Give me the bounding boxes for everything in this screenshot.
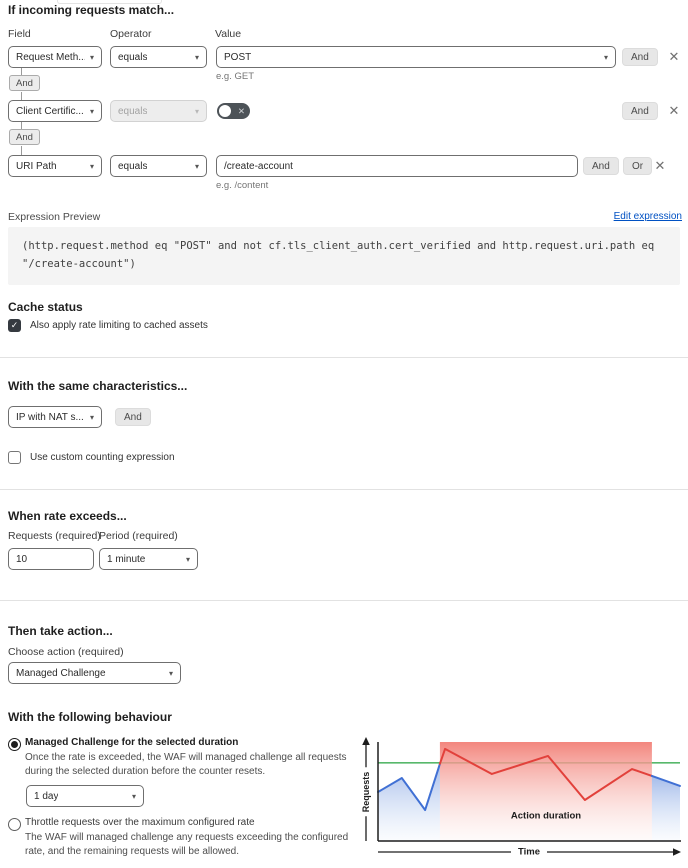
action-select[interactable]: Managed Challenge ▾ bbox=[8, 662, 181, 684]
action-select-value: Managed Challenge bbox=[16, 667, 106, 679]
connector-line bbox=[21, 122, 22, 129]
cached-assets-checkbox-label[interactable]: Also apply rate limiting to cached asset… bbox=[30, 320, 208, 331]
value-combobox-row1-value: POST bbox=[224, 51, 252, 63]
behaviour-throttle-description: The WAF will managed challenge any reque… bbox=[25, 832, 349, 857]
column-label-value: Value bbox=[215, 28, 242, 40]
remove-row1-button[interactable]: ✕ bbox=[668, 49, 680, 64]
chevron-down-icon: ▾ bbox=[194, 52, 199, 62]
operator-select-row2-value: equals bbox=[118, 105, 148, 117]
edit-expression-link[interactable]: Edit expression bbox=[613, 211, 682, 222]
and-connector-chip-2[interactable]: And bbox=[9, 129, 40, 145]
connector-line bbox=[21, 92, 22, 100]
chevron-down-icon: ▾ bbox=[603, 52, 608, 62]
period-select[interactable]: 1 minute ▾ bbox=[99, 548, 198, 570]
field-select-row3[interactable]: URI Path ▾ bbox=[8, 155, 102, 177]
field-select-row1[interactable]: Request Meth... ▾ bbox=[8, 46, 102, 68]
period-label: Period (required) bbox=[99, 530, 178, 542]
behaviour-duration-label[interactable]: Managed Challenge for the selected durat… bbox=[25, 737, 239, 748]
behaviour-chart: Requests Time Action duration bbox=[355, 735, 685, 865]
behaviour-throttle-label[interactable]: Throttle requests over the maximum confi… bbox=[25, 817, 255, 828]
section-title-cache: Cache status bbox=[8, 300, 83, 314]
period-select-value: 1 minute bbox=[107, 553, 146, 565]
chevron-down-icon: ▾ bbox=[89, 161, 94, 171]
field-select-row1-value: Request Meth... bbox=[16, 51, 85, 63]
choose-action-label: Choose action (required) bbox=[8, 646, 124, 658]
divider bbox=[0, 600, 688, 601]
section-title-match: If incoming requests match... bbox=[8, 3, 175, 17]
value-combobox-row1[interactable]: POST ▾ bbox=[216, 46, 616, 68]
custom-counting-checkbox[interactable] bbox=[8, 451, 21, 464]
value-helper-row1: e.g. GET bbox=[216, 71, 255, 82]
chevron-down-icon: ▾ bbox=[89, 106, 94, 116]
custom-counting-checkbox-label[interactable]: Use custom counting expression bbox=[30, 452, 175, 463]
operator-select-row2: equals ▾ bbox=[110, 100, 207, 122]
and-button-row2[interactable]: And bbox=[622, 102, 658, 120]
operator-select-row1[interactable]: equals ▾ bbox=[110, 46, 207, 68]
section-title-behaviour: With the following behaviour bbox=[8, 710, 172, 724]
chevron-down-icon: ▾ bbox=[89, 52, 94, 62]
operator-select-row3-value: equals bbox=[118, 160, 148, 172]
chart-x-axis-label: Time bbox=[510, 846, 548, 858]
duration-select-value: 1 day bbox=[34, 790, 59, 802]
section-title-action: Then take action... bbox=[8, 624, 113, 638]
expression-code-block: (http.request.method eq "POST" and not c… bbox=[8, 227, 680, 285]
characteristic-select-value: IP with NAT s... bbox=[16, 411, 84, 423]
divider bbox=[0, 357, 688, 358]
divider bbox=[0, 489, 688, 490]
value-toggle-row2[interactable]: ✕ bbox=[217, 103, 250, 119]
chevron-down-icon: ▾ bbox=[89, 412, 94, 422]
toggle-off-x-icon: ✕ bbox=[237, 106, 245, 116]
chevron-down-icon: ▾ bbox=[131, 791, 136, 801]
chevron-down-icon: ▾ bbox=[194, 106, 199, 116]
column-label-field: Field bbox=[8, 28, 31, 40]
and-button-row3[interactable]: And bbox=[583, 157, 619, 175]
behaviour-radio-duration[interactable] bbox=[8, 738, 21, 751]
or-button-row3[interactable]: Or bbox=[623, 157, 653, 175]
connector-line bbox=[21, 68, 22, 75]
section-title-characteristics: With the same characteristics... bbox=[8, 379, 188, 393]
operator-select-row3[interactable]: equals ▾ bbox=[110, 155, 207, 177]
chevron-down-icon: ▾ bbox=[185, 554, 190, 564]
value-helper-row3: e.g. /content bbox=[216, 180, 269, 191]
connector-line bbox=[21, 146, 22, 155]
chevron-down-icon: ▾ bbox=[168, 668, 173, 678]
check-icon: ✓ bbox=[10, 320, 19, 330]
and-button-row1[interactable]: And bbox=[622, 48, 658, 66]
value-input-row3[interactable] bbox=[216, 155, 578, 177]
cached-assets-checkbox[interactable]: ✓ bbox=[8, 319, 21, 332]
field-select-row2[interactable]: Client Certific... ▾ bbox=[8, 100, 102, 122]
remove-row2-button[interactable]: ✕ bbox=[668, 103, 680, 118]
characteristic-select[interactable]: IP with NAT s... ▾ bbox=[8, 406, 102, 428]
requests-label: Requests (required) bbox=[8, 530, 101, 542]
and-connector-chip-1[interactable]: And bbox=[9, 75, 40, 91]
field-select-row2-value: Client Certific... bbox=[16, 105, 84, 117]
behaviour-duration-description: Once the rate is exceeded, the WAF will … bbox=[25, 752, 347, 777]
chart-action-duration-label: Action duration bbox=[510, 810, 582, 822]
behaviour-chart-svg bbox=[362, 737, 681, 856]
operator-select-row1-value: equals bbox=[118, 51, 148, 63]
field-select-row3-value: URI Path bbox=[16, 160, 57, 172]
behaviour-radio-throttle[interactable] bbox=[8, 818, 21, 831]
column-label-operator: Operator bbox=[110, 28, 152, 40]
characteristic-and-button[interactable]: And bbox=[115, 408, 151, 426]
toggle-knob bbox=[219, 105, 231, 117]
remove-row3-button[interactable]: ✕ bbox=[654, 158, 666, 173]
requests-input[interactable] bbox=[8, 548, 94, 570]
chevron-down-icon: ▾ bbox=[194, 161, 199, 171]
chart-y-axis-label: Requests bbox=[359, 767, 373, 817]
expression-preview-label: Expression Preview bbox=[8, 211, 101, 223]
section-title-rate: When rate exceeds... bbox=[8, 509, 127, 523]
cropped-popover-edge bbox=[57, 0, 162, 4]
duration-select[interactable]: 1 day ▾ bbox=[26, 785, 144, 807]
